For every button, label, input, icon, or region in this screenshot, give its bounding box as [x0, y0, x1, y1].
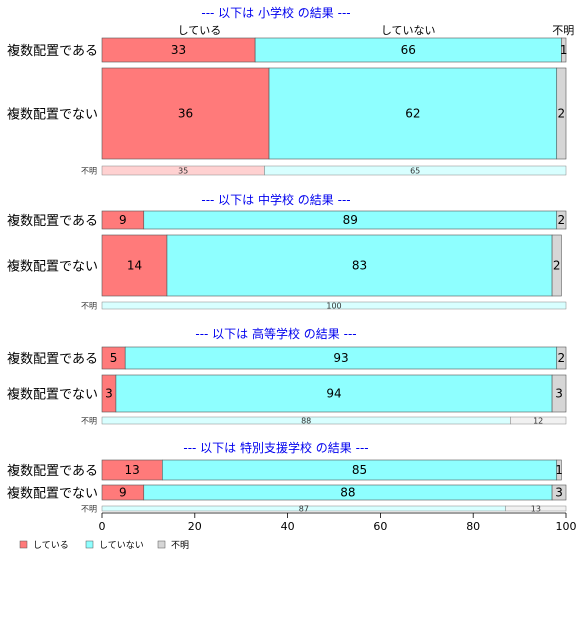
bar-segment: [101, 37, 256, 63]
segment-value: 94: [326, 387, 341, 401]
unknown-row-label: 不明: [81, 302, 97, 311]
legend-swatch: [19, 540, 28, 549]
row-label: 複数配置である: [7, 351, 98, 367]
segment-value: 85: [352, 463, 367, 477]
unknown-segment-value: 35: [178, 167, 188, 176]
segment-value: 3: [105, 387, 113, 401]
bar-segment: [551, 374, 567, 413]
row-label: 複数配置である: [7, 463, 98, 479]
row-label: 複数配置である: [7, 213, 98, 229]
row-label: 複数配置でない: [7, 259, 98, 275]
legend-label: している: [33, 540, 69, 551]
x-tick-label: 20: [188, 520, 202, 533]
segment-value: 3: [555, 486, 563, 500]
row-label: 複数配置である: [7, 43, 98, 59]
segment-value: 3: [555, 387, 563, 401]
column-label: 不明: [552, 24, 574, 37]
segment-value: 89: [343, 213, 358, 227]
bar-segment: [556, 210, 567, 230]
segment-value: 9: [119, 486, 127, 500]
unknown-segment-value: 88: [301, 417, 311, 426]
panel-title: --- 以下は 特別支援学校 の結果 ---: [183, 440, 368, 455]
panel-title: --- 以下は 小学校 の結果 ---: [201, 5, 350, 20]
unknown-segment-value: 12: [533, 417, 543, 426]
bar-segment: [268, 67, 558, 160]
segment-value: 93: [333, 351, 348, 365]
segment-value: 1: [555, 463, 563, 477]
row-label: 複数配置でない: [7, 486, 98, 502]
segment-value: 14: [127, 259, 142, 273]
x-tick-label: 40: [281, 520, 295, 533]
unknown-row-label: 不明: [81, 417, 97, 426]
segment-value: 2: [558, 213, 566, 227]
row-label: 複数配置でない: [7, 107, 98, 123]
segment-value: 5: [110, 351, 118, 365]
unknown-bar-segment: [101, 301, 567, 310]
bar-segment: [551, 234, 562, 297]
segment-value: 88: [340, 486, 355, 500]
bar-segment: [254, 37, 562, 63]
segment-value: 36: [178, 107, 193, 121]
unknown-segment-value: 65: [410, 167, 420, 176]
segment-value: 1: [560, 43, 568, 57]
bar-segment: [556, 346, 567, 370]
bar-segment: [556, 459, 562, 481]
legend-swatch: [157, 540, 166, 549]
panel-title: --- 以下は 中学校 の結果 ---: [201, 192, 350, 207]
unknown-row-label: 不明: [81, 505, 97, 514]
segment-value: 2: [558, 351, 566, 365]
x-tick-label: 80: [466, 520, 480, 533]
unknown-bar-segment: [264, 165, 567, 176]
x-tick-label: 100: [556, 520, 577, 533]
legend-label: していない: [99, 540, 144, 551]
x-tick-label: 0: [99, 520, 106, 533]
unknown-segment-value: 87: [299, 505, 309, 514]
segment-value: 33: [171, 43, 186, 57]
segment-value: 66: [401, 43, 416, 57]
panel-title: --- 以下は 高等学校 の結果 ---: [195, 326, 356, 341]
bar-segment: [166, 234, 553, 297]
unknown-bar-segment: [505, 505, 567, 512]
bar-segment: [101, 234, 168, 297]
segment-value: 62: [405, 107, 420, 121]
unknown-segment-value: 13: [531, 505, 541, 514]
bar-segment: [115, 374, 553, 413]
bar-segment: [551, 484, 567, 501]
unknown-row-label: 不明: [81, 167, 97, 176]
segment-value: 13: [125, 463, 140, 477]
column-label: している: [178, 24, 222, 37]
legend-swatch: [85, 540, 94, 549]
segment-value: 9: [119, 213, 127, 227]
column-label: していない: [381, 24, 436, 37]
unknown-bar-segment: [510, 416, 567, 425]
bar-segment: [561, 37, 567, 63]
segment-value: 2: [553, 259, 561, 273]
row-label: 複数配置でない: [7, 387, 98, 403]
segment-value: 83: [352, 259, 367, 273]
x-tick-label: 60: [373, 520, 387, 533]
unknown-segment-value: 100: [326, 302, 341, 311]
legend-label: 不明: [171, 540, 189, 551]
segment-value: 2: [558, 107, 566, 121]
bar-segment: [556, 67, 567, 160]
